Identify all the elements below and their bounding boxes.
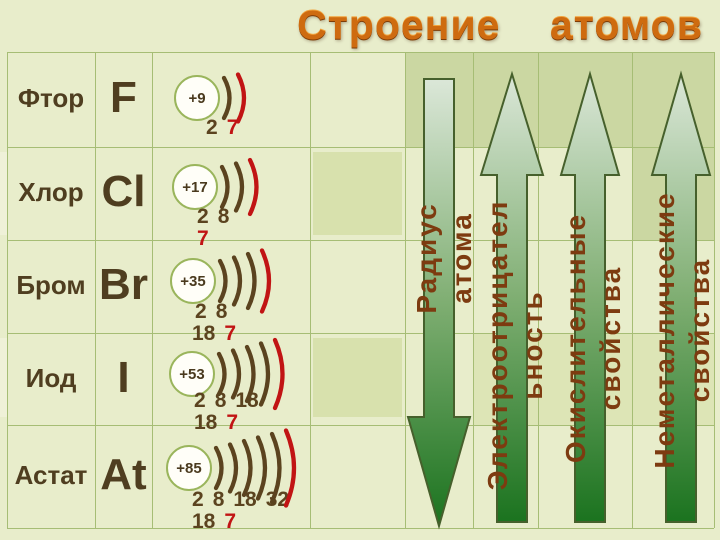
electron-shell-arc [235, 72, 247, 124]
shell-count: 18 [192, 322, 216, 345]
element-symbol: Br [99, 260, 148, 309]
grid-line [7, 52, 8, 528]
trend-arrow-label-line: атома [446, 212, 477, 304]
electron-shell-arc [259, 248, 272, 314]
electron-shell-arc [216, 351, 227, 397]
grid-line [7, 240, 714, 241]
element-symbol: I [117, 353, 130, 402]
nucleus-charge: +17 [182, 178, 208, 196]
nucleus-charge: +9 [188, 89, 206, 107]
shell-count: 8 [212, 488, 225, 511]
electron-shell-arc [213, 445, 224, 491]
electron-shell-arc [231, 255, 243, 307]
element-name: Бром [16, 270, 86, 300]
nucleus-charge: +35 [180, 272, 206, 290]
element-name: Иод [25, 363, 77, 393]
element-name: Хлор [18, 177, 84, 207]
shell-count: 8 [217, 205, 230, 228]
shell-count: 8 [215, 300, 228, 323]
trend-arrow-label-line: Радиус [411, 202, 442, 314]
grid-line [405, 52, 406, 528]
shell-count: 7 [197, 227, 209, 250]
element-symbol: F [110, 73, 137, 122]
trend-arrow-label-line: Окислительные [560, 212, 591, 464]
shell-count: 7 [226, 116, 239, 139]
shell-count: 7 [226, 411, 239, 434]
shell-numbers-line1: 2 8 18 [194, 389, 268, 413]
grid-line [632, 52, 633, 528]
element-symbol: Cl [101, 167, 146, 216]
trend-arrow-label: Радиус атома [409, 153, 479, 363]
grid-line [7, 147, 714, 148]
grid-line [7, 528, 714, 529]
shell-count: 18 [233, 488, 257, 511]
shell-count: 2 [192, 488, 204, 511]
trend-arrow-label-line: свойства [595, 265, 626, 411]
grid-line [7, 333, 714, 334]
nucleus: +53 [169, 351, 215, 397]
grid-line [7, 425, 714, 426]
electron-shell-arc [227, 442, 239, 494]
trend-arrow-label-line: ьность [517, 290, 548, 400]
table-cell-shaded [0, 152, 7, 235]
shell-count: 8 [214, 389, 227, 412]
grid-line [714, 52, 715, 528]
shell-count: 2 [195, 300, 207, 323]
electron-shell-arc [217, 258, 228, 304]
shell-count: 2 [206, 116, 218, 139]
grid-line [152, 52, 153, 528]
shell-count: 7 [224, 322, 237, 345]
shell-count: 2 [194, 389, 206, 412]
element-symbol: At [100, 450, 147, 499]
electron-shell-arc [219, 164, 230, 210]
electron-shell-arc [245, 251, 257, 311]
electron-shell-arc [247, 157, 259, 217]
trend-arrow-label-line: Неметаллические [649, 191, 680, 469]
slide-title: Строение атомов [297, 2, 703, 48]
shell-count: 32 [265, 488, 290, 511]
shell-numbers-line2: 18 7 [192, 322, 245, 346]
nucleus: +85 [166, 445, 212, 491]
nucleus: +35 [170, 258, 216, 304]
shell-numbers-line2: 18 7 [192, 510, 245, 534]
electron-shell-arc [221, 75, 232, 121]
trend-arrow-label-line: свойства [684, 257, 715, 403]
trend-arrow-label-line: Электроотрицател [482, 199, 513, 491]
shell-count: 2 [197, 205, 209, 228]
grid-line [95, 52, 96, 528]
trend-arrow-label: Окислительные свойства [558, 173, 628, 503]
nucleus: +17 [172, 164, 218, 210]
table-cell-shaded [313, 338, 402, 417]
shell-count: 7 [224, 510, 237, 533]
shell-count: 18 [194, 411, 218, 434]
nucleus-charge: +85 [176, 459, 202, 477]
shell-count: 18 [192, 510, 216, 533]
trend-arrow-label: Электроотрицател ьность [480, 150, 550, 540]
element-name: Фтор [17, 83, 85, 113]
grid-line [7, 52, 714, 53]
grid-line [310, 52, 311, 528]
table-cell-shaded [0, 338, 7, 417]
grid-line [473, 52, 474, 528]
table-cell-shaded [313, 152, 402, 235]
shell-numbers-line2: 7 [197, 227, 218, 251]
table-cell-shaded [405, 52, 714, 147]
electron-shell-arc [272, 337, 285, 411]
nucleus-charge: +53 [179, 365, 205, 383]
trend-arrow-label: Неметаллические свойства [647, 155, 717, 505]
shell-numbers-line2: 18 7 [194, 411, 247, 435]
element-name: Астат [14, 460, 88, 490]
nucleus: +9 [174, 75, 220, 121]
shell-numbers-line1: 2 8 18 32 [192, 488, 298, 512]
shell-count: 18 [235, 389, 259, 412]
electron-shell-arc [241, 438, 253, 498]
electron-shell-arc [233, 161, 245, 213]
